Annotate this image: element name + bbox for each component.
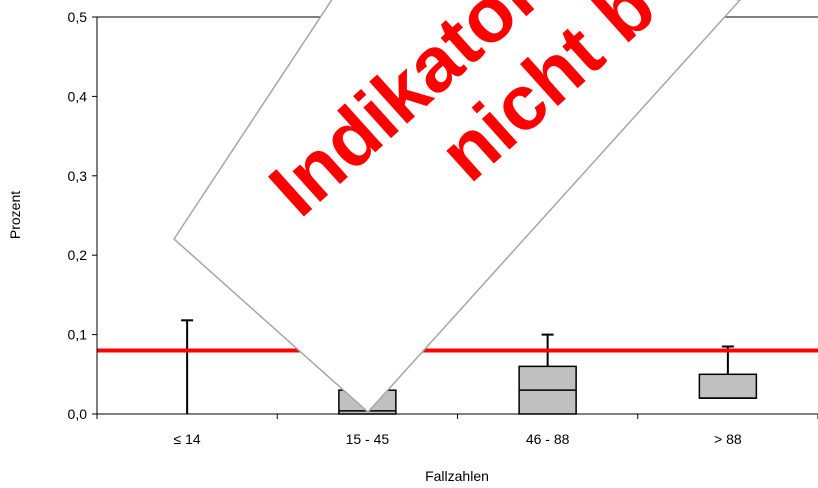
x-tick-label: > 88 bbox=[714, 431, 742, 447]
x-axis-title: Fallzahlen bbox=[425, 468, 489, 484]
y-tick-label: 0,3 bbox=[68, 168, 88, 184]
y-tick-label: 0,1 bbox=[68, 327, 88, 343]
y-tick-label: 0,5 bbox=[68, 9, 88, 25]
box-group bbox=[698, 345, 758, 399]
y-tick-label: 0,4 bbox=[68, 88, 88, 104]
box bbox=[698, 373, 758, 399]
boxes-layer bbox=[181, 319, 758, 415]
box-group bbox=[181, 319, 194, 414]
watermark-arrow-shape bbox=[173, 0, 742, 414]
x-tick-label: ≤ 14 bbox=[174, 431, 201, 447]
x-tick-label: 15 - 45 bbox=[346, 431, 390, 447]
x-tick-label: 46 - 88 bbox=[526, 431, 570, 447]
y-tick-label: 0,0 bbox=[68, 406, 88, 422]
box-group bbox=[518, 333, 577, 415]
axes-layer: 0,0 0,1 0,2 0,3 0,4 0,5 ≤ 14 15 - 45 46 - 88 > 88 bbox=[68, 9, 818, 447]
y-axis-title: Prozent bbox=[7, 191, 23, 239]
y-tick-label: 0,2 bbox=[68, 247, 88, 263]
